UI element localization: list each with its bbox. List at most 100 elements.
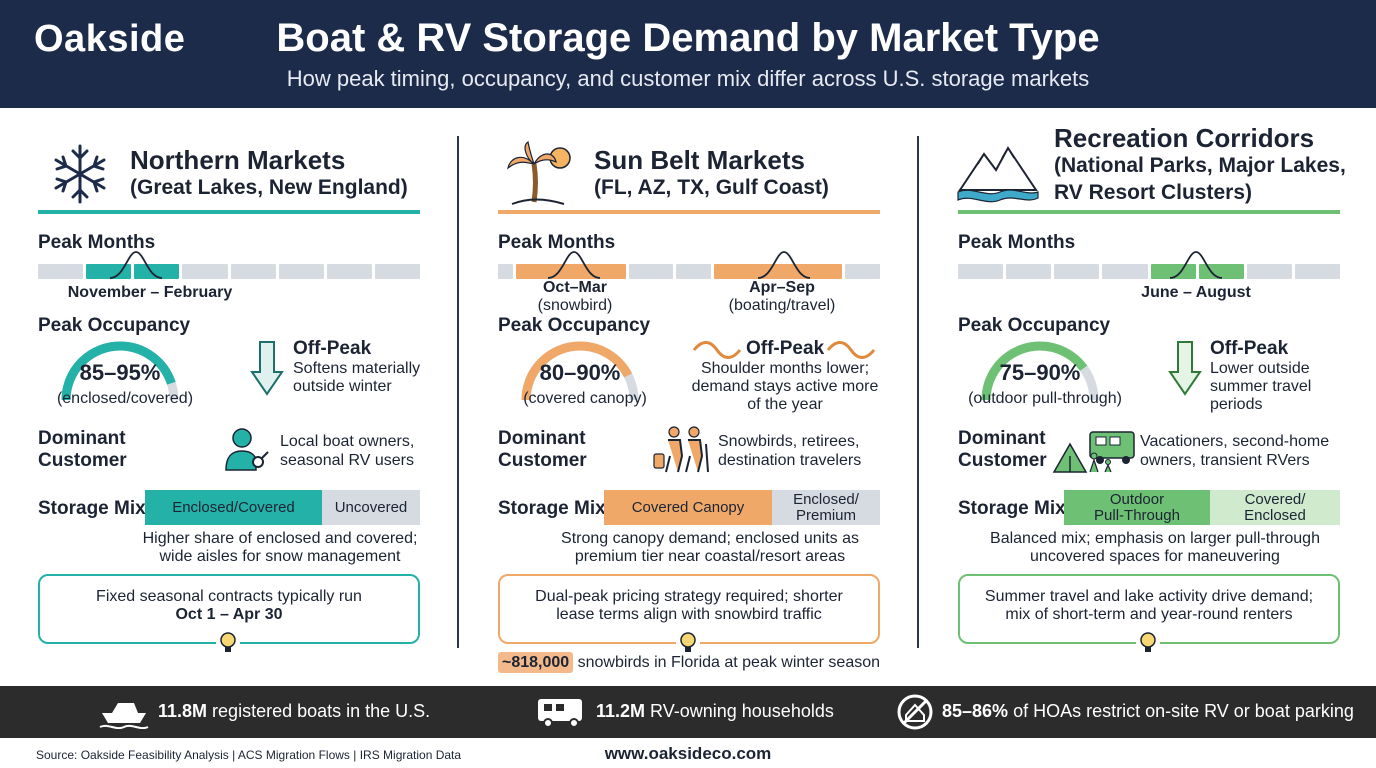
occupancy-gauge <box>521 341 639 401</box>
peak-range-a: Oct–Mar (snowbird) <box>500 279 650 315</box>
month-segment-peak <box>714 264 842 279</box>
peak-months-label: Peak Months <box>38 232 156 253</box>
mix-label-line: Pull-Through <box>1094 506 1180 524</box>
offpeak-line: of the year <box>747 396 823 413</box>
peak-occupancy-label: Peak Occupancy <box>38 315 191 336</box>
source-citation: Source: Oakside Feasibility Analysis | A… <box>36 748 462 762</box>
no-parking-icon <box>897 694 933 730</box>
column-title: Recreation Corridors <box>1054 123 1315 153</box>
mix-label-line: Enclosed/ <box>793 490 859 508</box>
column-subtitle: (FL, AZ, TX, Gulf Coast) <box>594 176 829 199</box>
peak-occupancy-label: Peak Occupancy <box>958 315 1111 336</box>
month-segment <box>629 264 674 279</box>
northern-markets-column: Northern Markets (Great Lakes, New Engla… <box>20 108 438 686</box>
mix-segment-primary: Covered Canopy <box>604 490 772 525</box>
offpeak-line: periods <box>1210 396 1263 413</box>
storage-mix-note: Higher share of enclosed and covered; wi… <box>120 530 440 566</box>
peak-curve-icon <box>109 251 163 279</box>
arrow-down-icon <box>250 341 284 396</box>
storage-mix-bar: Covered Canopy Enclosed/ Premium <box>604 490 880 525</box>
offpeak-line: Softens materially <box>293 360 421 377</box>
mix-segment-secondary: Uncovered <box>322 490 420 525</box>
offpeak-line: Shoulder months lower; <box>700 360 870 377</box>
mix-segment-secondary: Enclosed/ Premium <box>772 490 880 525</box>
occupancy-gauge <box>61 341 179 401</box>
callout-line: mix of short-term and year-round renters <box>1005 606 1293 623</box>
storage-mix-label: Storage Mix <box>498 498 606 519</box>
callout-line-strong: Oct 1 – Apr 30 <box>175 606 283 623</box>
mix-label-line: Covered/ <box>1244 490 1306 508</box>
storage-mix-bar: Enclosed/Covered Uncovered <box>145 490 420 525</box>
recreation-corridors-column: Recreation Corridors (National Parks, Ma… <box>940 108 1358 686</box>
month-segment <box>278 264 324 279</box>
dominant-customer-label: Dominant <box>958 428 1046 449</box>
peak-months-label: Peak Months <box>498 232 616 253</box>
stat-value: 11.8M <box>158 701 208 721</box>
peak-months-track <box>498 264 880 279</box>
stat-hoa: 85–86% of HOAs restrict on-site RV or bo… <box>942 701 1354 722</box>
stat-boats: 11.8M registered boats in the U.S. <box>158 701 430 722</box>
arrow-down-icon <box>1168 341 1202 396</box>
dominant-customer-label: Customer <box>958 450 1047 471</box>
occupancy-value: 75–90% <box>999 360 1081 385</box>
column-title: Sun Belt Markets <box>594 145 805 175</box>
lightbulb-icon <box>676 628 700 658</box>
customer-line: destination travelers <box>718 452 862 469</box>
peak-range-label: Apr–Sep <box>749 279 815 296</box>
month-segment <box>326 264 372 279</box>
peak-range: November – February <box>67 284 233 301</box>
stat-text: RV-owning households <box>645 701 834 721</box>
stat-text: registered boats in the U.S. <box>207 701 431 721</box>
stat-value: 11.2M <box>596 701 646 721</box>
peak-curve-icon <box>547 251 601 279</box>
column-title: Northern Markets <box>130 145 346 175</box>
stat-value: 85–86% <box>942 701 1009 721</box>
customer-line: Local boat owners, <box>280 433 415 450</box>
lightbulb-icon <box>216 628 240 658</box>
offpeak-line: demand stays active more <box>691 378 879 395</box>
storage-mix-note: Strong canopy demand; enclosed units as … <box>540 530 880 566</box>
offpeak-label: Off-Peak <box>1210 338 1289 359</box>
mix-segment-primary: Enclosed/Covered <box>145 490 322 525</box>
month-segment-peak <box>86 264 132 279</box>
mountain-lake-icon <box>957 146 1039 203</box>
header-banner: Oakside Boat & RV Storage Demand by Mark… <box>0 0 1376 108</box>
occupancy-note: (outdoor pull-through) <box>968 390 1122 407</box>
peak-range-note: (snowbird) <box>537 297 613 314</box>
customer-line: Snowbirds, retirees, <box>718 433 860 450</box>
offpeak-line: outside winter <box>293 378 392 395</box>
rv-icon <box>538 699 582 728</box>
column-subtitle: (National Parks, Major Lakes, RV Resort … <box>1054 152 1346 206</box>
mix-note-line: Higher share of enclosed and covered; <box>142 530 418 547</box>
mix-note-line: uncovered spaces for maneuvering <box>1030 548 1280 565</box>
month-segment <box>1246 264 1292 279</box>
sunbelt-markets-column: Sun Belt Markets (FL, AZ, TX, Gulf Coast… <box>480 108 898 686</box>
stat-rv: 11.2M RV-owning households <box>596 701 834 722</box>
page-title: Boat & RV Storage Demand by Market Type <box>276 16 1100 60</box>
peak-occupancy-label: Peak Occupancy <box>498 315 651 336</box>
column-rule <box>38 210 420 214</box>
mix-label-line: Enclosed <box>1244 506 1306 524</box>
storage-mix-note: Balanced mix; emphasis on larger pull-th… <box>970 530 1340 566</box>
offpeak-label: Off-Peak <box>746 338 825 359</box>
month-segment <box>498 264 514 279</box>
column-divider <box>457 136 459 648</box>
subtitle-line: RV Resort Clusters) <box>1054 181 1253 204</box>
occupancy-gauge <box>981 341 1099 401</box>
offpeak-line: summer travel <box>1210 378 1312 395</box>
callout-line: Summer travel and lake activity drive de… <box>984 588 1314 605</box>
peak-months-track <box>38 264 420 279</box>
mix-label-line: Outdoor <box>1109 490 1165 508</box>
storage-mix-label: Storage Mix <box>38 498 146 519</box>
stat-text: of HOAs restrict on-site RV or boat park… <box>1008 701 1354 721</box>
month-segment-peak <box>1198 264 1244 279</box>
month-segment <box>38 264 84 279</box>
month-segment-peak <box>516 264 627 279</box>
brand-logo: Oakside <box>34 18 186 60</box>
website-link[interactable]: www.oaksideco.com <box>604 744 772 763</box>
column-subtitle: (Great Lakes, New England) <box>130 176 408 199</box>
peak-range: June – August <box>1141 284 1251 301</box>
customer-line: seasonal RV users <box>280 452 414 469</box>
occupancy-note: (enclosed/covered) <box>56 390 194 407</box>
storage-mix-label: Storage Mix <box>958 498 1066 519</box>
